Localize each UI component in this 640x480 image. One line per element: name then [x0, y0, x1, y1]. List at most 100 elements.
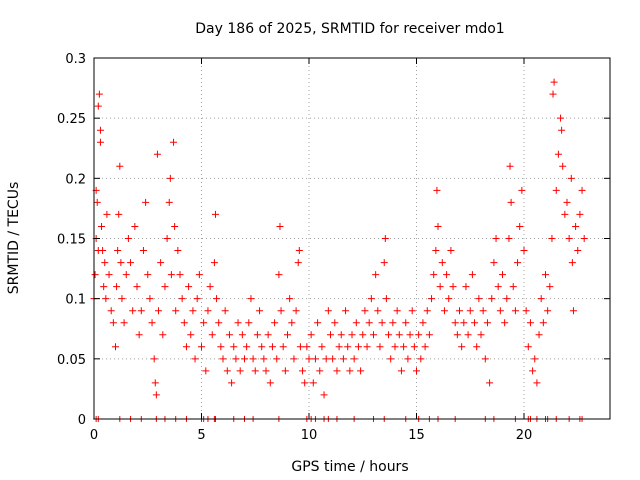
- data-point-marker: [95, 90, 103, 98]
- x-tick-label: 20: [516, 428, 533, 443]
- data-point-marker: [436, 283, 444, 291]
- data-point-marker: [449, 283, 457, 291]
- data-point-marker: [357, 367, 365, 375]
- data-point-marker: [550, 78, 558, 86]
- data-point-marker: [163, 235, 171, 242]
- data-point-marker: [118, 295, 126, 303]
- data-point-marker: [262, 367, 270, 375]
- x-tick-label: 5: [197, 428, 205, 443]
- data-point-marker: [284, 331, 291, 339]
- data-point-marker: [228, 379, 236, 387]
- data-point-marker: [486, 379, 494, 387]
- data-point-marker: [305, 355, 313, 363]
- data-point-marker: [464, 331, 472, 339]
- data-point-marker: [99, 247, 107, 255]
- data-point-marker: [453, 331, 461, 339]
- data-point-marker: [142, 198, 150, 206]
- data-point-marker: [174, 247, 182, 255]
- data-point-marker: [342, 307, 350, 315]
- data-point-marker: [533, 379, 541, 387]
- data-point-marker: [372, 271, 380, 279]
- y-tick-label: 0.05: [57, 353, 86, 368]
- data-point-marker: [397, 367, 405, 375]
- data-point-marker: [458, 343, 466, 351]
- data-point-marker: [219, 355, 227, 363]
- data-point-marker: [114, 247, 122, 255]
- data-point-marker: [488, 295, 496, 303]
- data-point-marker: [410, 343, 418, 351]
- data-point-marker: [187, 331, 195, 339]
- data-point-marker: [198, 343, 205, 351]
- data-point-marker: [567, 174, 575, 182]
- data-point-marker: [309, 379, 317, 387]
- data-point-marker: [462, 283, 470, 291]
- data-point-marker: [159, 331, 167, 339]
- data-point-marker: [189, 307, 197, 315]
- data-point-marker: [574, 247, 582, 255]
- data-point-marker: [477, 331, 485, 339]
- y-axis-ticks: 0 0.05 0.1 0.15 0.2 0.25 0.3: [57, 52, 610, 428]
- data-point-marker: [578, 186, 586, 194]
- data-point-marker: [206, 283, 214, 291]
- data-point-marker: [109, 319, 117, 327]
- data-point-marker: [232, 355, 240, 363]
- data-point-marker: [381, 235, 389, 242]
- grid-lines: [94, 58, 610, 419]
- data-point-marker: [415, 331, 423, 339]
- data-point-marker: [185, 283, 193, 291]
- data-point-marker: [557, 114, 565, 122]
- data-point-marker: [296, 343, 304, 351]
- data-point-marker: [580, 235, 588, 242]
- data-point-marker: [146, 295, 154, 303]
- data-point-marker: [576, 210, 584, 218]
- data-point-marker: [406, 331, 414, 339]
- data-point-marker: [236, 367, 244, 375]
- data-point-marker: [425, 331, 433, 339]
- data-point-marker: [167, 271, 175, 279]
- data-point-marker: [529, 367, 537, 375]
- data-point-marker: [316, 367, 324, 375]
- data-point-marker: [113, 283, 121, 291]
- data-point-marker: [127, 259, 135, 267]
- data-point-marker: [116, 162, 124, 170]
- data-point-marker: [139, 247, 147, 255]
- data-point-marker: [292, 307, 300, 315]
- data-point-marker: [481, 355, 489, 363]
- x-tick-label: 10: [301, 428, 318, 443]
- data-point-marker: [376, 343, 384, 351]
- data-point-marker: [311, 355, 319, 363]
- data-point-marker: [176, 271, 184, 279]
- y-tick-label: 0.1: [65, 293, 86, 308]
- data-point-marker: [535, 331, 543, 339]
- data-point-marker: [96, 126, 104, 134]
- data-point-marker: [91, 271, 99, 279]
- data-point-marker: [249, 355, 257, 363]
- data-point-marker: [344, 343, 352, 351]
- data-point-marker: [421, 343, 429, 351]
- data-point-marker: [359, 331, 367, 339]
- data-point-marker: [565, 235, 573, 242]
- x-axis-ticks: 0 5 10 15 20: [90, 58, 532, 443]
- data-point-marker: [507, 198, 515, 206]
- data-point-marker: [150, 355, 158, 363]
- data-point-marker: [339, 355, 347, 363]
- data-point-marker: [290, 355, 298, 363]
- data-point-marker: [251, 367, 259, 375]
- data-point-marker: [382, 295, 390, 303]
- data-point-marker: [348, 331, 356, 339]
- data-point-marker: [516, 222, 524, 230]
- data-point-marker: [161, 283, 169, 291]
- data-point-marker: [333, 367, 341, 375]
- data-point-marker: [204, 307, 212, 315]
- data-point-marker: [494, 283, 502, 291]
- data-point-marker: [301, 379, 309, 387]
- data-point-marker: [314, 319, 322, 327]
- data-point-marker: [428, 295, 436, 303]
- data-point-marker: [531, 355, 539, 363]
- data-point-marker: [335, 343, 343, 351]
- data-point-marker: [234, 319, 242, 327]
- data-point-marker: [241, 355, 248, 363]
- data-point-marker: [460, 319, 468, 327]
- data-point-marker: [215, 319, 223, 327]
- data-point-marker: [473, 343, 481, 351]
